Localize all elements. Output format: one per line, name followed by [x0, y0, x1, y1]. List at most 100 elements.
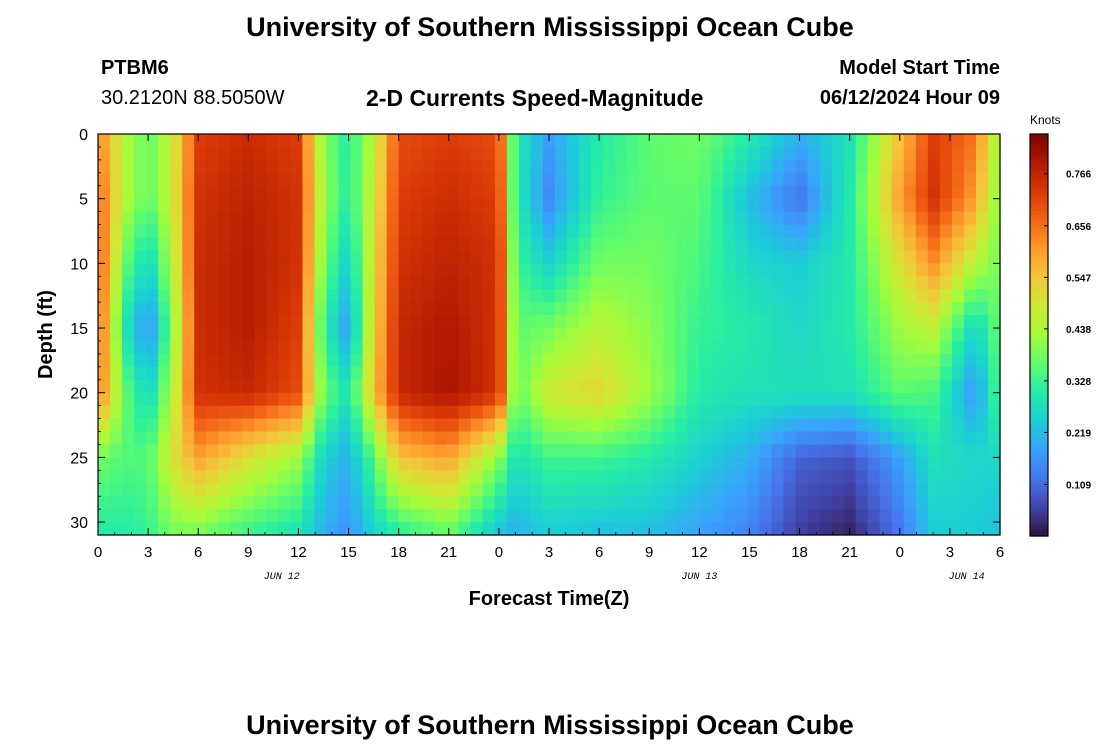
- heatmap-cell: [567, 263, 580, 277]
- heatmap-cell: [254, 522, 267, 536]
- heatmap-cell: [555, 250, 568, 264]
- heatmap-cell: [663, 263, 676, 277]
- heatmap-cell: [903, 250, 917, 264]
- heatmap-cell: [879, 263, 893, 277]
- heatmap-cell: [458, 444, 472, 458]
- heatmap-cell: [494, 379, 508, 394]
- heatmap-cell: [843, 379, 857, 394]
- heatmap-cell: [795, 470, 809, 484]
- colorbar-segment: [1030, 358, 1048, 363]
- heatmap-cell: [410, 134, 424, 148]
- heatmap-cell: [927, 315, 941, 329]
- heatmap-cell: [783, 237, 797, 252]
- heatmap-cell: [639, 379, 652, 394]
- heatmap-cell: [723, 457, 737, 471]
- heatmap-cell: [242, 418, 255, 433]
- heatmap-cell: [915, 431, 929, 446]
- heatmap-cell: [194, 444, 207, 458]
- heatmap-cell: [843, 185, 857, 200]
- heatmap-cell: [615, 289, 628, 303]
- heatmap-cell: [591, 392, 604, 407]
- heatmap-cell: [338, 418, 352, 433]
- heatmap-cell: [555, 431, 568, 446]
- heatmap-cell: [591, 431, 604, 446]
- heatmap-cell: [506, 392, 520, 407]
- heatmap-cell: [663, 172, 676, 187]
- heatmap-cell: [939, 302, 953, 316]
- heatmap-cell: [771, 483, 785, 497]
- heatmap-cell: [975, 146, 989, 161]
- heatmap-cell: [567, 522, 580, 536]
- heatmap-cell: [699, 276, 712, 290]
- heatmap-cell: [579, 276, 592, 290]
- heatmap-cell: [963, 211, 977, 226]
- heatmap-cell: [735, 289, 749, 303]
- colorbar-segment: [1030, 170, 1048, 175]
- colorbar-segment: [1030, 412, 1048, 416]
- heatmap-cell: [639, 483, 652, 497]
- heatmap-cell: [567, 302, 580, 316]
- heatmap-cell: [831, 276, 845, 290]
- heatmap-cell: [122, 237, 135, 252]
- heatmap-cell: [350, 185, 364, 200]
- heatmap-cell: [567, 483, 580, 497]
- heatmap-cell: [278, 224, 292, 239]
- heatmap-cell: [218, 146, 231, 161]
- heatmap-cell: [747, 444, 761, 458]
- heatmap-cell: [915, 134, 929, 148]
- heatmap-cell: [242, 146, 255, 161]
- heatmap-cell: [867, 146, 881, 161]
- heatmap-cell: [530, 289, 544, 303]
- heatmap-cell: [482, 444, 496, 458]
- heatmap-cell: [374, 470, 388, 484]
- heatmap-cell: [903, 470, 917, 484]
- heatmap-cell: [891, 509, 905, 523]
- heatmap-cell: [290, 315, 304, 329]
- colorbar-segment: [1030, 432, 1048, 437]
- heatmap-cell: [470, 470, 484, 484]
- heatmap-cell: [158, 289, 171, 303]
- heatmap-cell: [795, 172, 809, 187]
- heatmap-cell: [518, 146, 532, 161]
- heatmap-cell: [542, 198, 556, 213]
- heatmap-cell: [987, 457, 1001, 471]
- heatmap-cell: [951, 302, 965, 316]
- colorbar-segment: [1030, 217, 1048, 222]
- colorbar-segment: [1030, 328, 1048, 333]
- heatmap-cell: [891, 315, 905, 329]
- heatmap-cell: [627, 405, 640, 420]
- heatmap-cell: [362, 431, 376, 446]
- heatmap-cell: [170, 211, 183, 226]
- heatmap-cell: [266, 211, 279, 226]
- heatmap-cell: [567, 353, 580, 368]
- heatmap-cell: [735, 392, 749, 407]
- heatmap-cell: [759, 263, 773, 277]
- heatmap-cell: [182, 366, 195, 381]
- heatmap-cell: [134, 263, 147, 277]
- heatmap-cell: [98, 315, 111, 329]
- heatmap-cell: [675, 444, 688, 458]
- heatmap-cell: [278, 444, 292, 458]
- heatmap-cell: [494, 250, 508, 264]
- heatmap-cell: [975, 263, 989, 277]
- heatmap-cell: [807, 340, 821, 355]
- heatmap-cell: [663, 185, 676, 200]
- heatmap-cell: [338, 289, 352, 303]
- heatmap-cell: [218, 444, 231, 458]
- heatmap-cell: [194, 224, 207, 239]
- heatmap-cell: [555, 522, 568, 536]
- heatmap-cell: [651, 185, 664, 200]
- heatmap-cell: [747, 159, 761, 174]
- heatmap-cell: [170, 159, 183, 174]
- heatmap-cell: [747, 172, 761, 187]
- heatmap-cell: [843, 470, 857, 484]
- heatmap-cell: [723, 159, 737, 174]
- heatmap-cell: [915, 146, 929, 161]
- heatmap-cell: [975, 457, 989, 471]
- heatmap-cell: [579, 315, 592, 329]
- heatmap-cell: [266, 224, 279, 239]
- heatmap-cell: [879, 224, 893, 239]
- heatmap-cell: [278, 366, 292, 381]
- heatmap-cell: [975, 366, 989, 381]
- heatmap-cell: [542, 328, 556, 342]
